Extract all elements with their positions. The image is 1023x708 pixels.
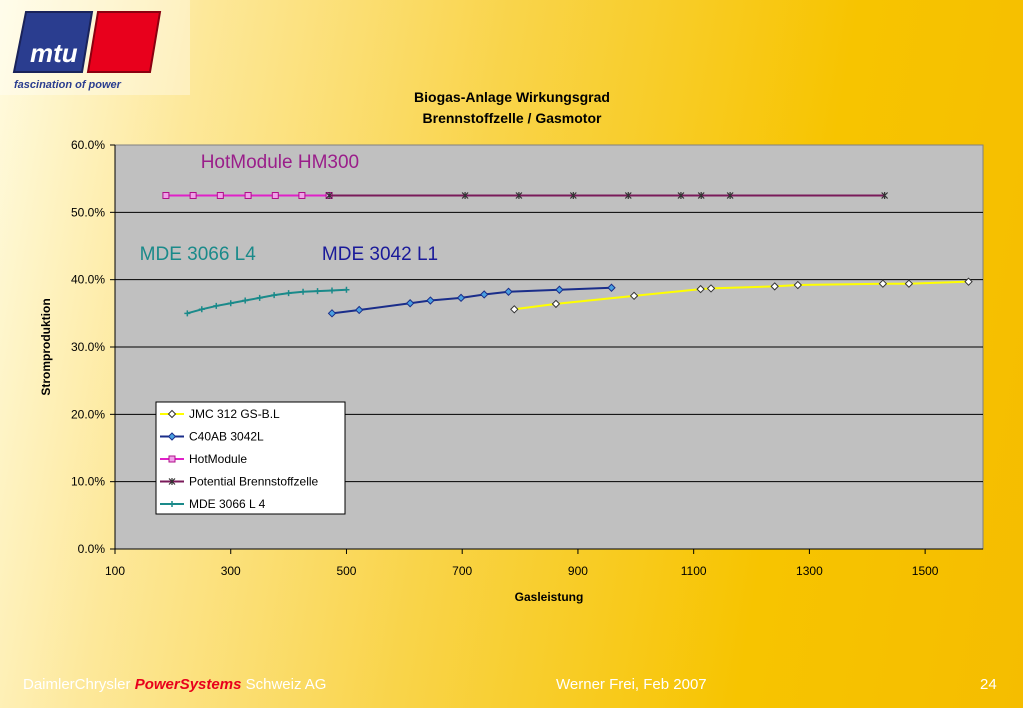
data-point [607,283,616,292]
legend-marker [169,501,175,507]
data-point [184,310,191,317]
legend-marker [167,432,177,441]
data-point [325,192,333,199]
data-point [271,192,279,199]
y-tick-label: 50.0% [71,205,105,219]
chart-annotation: HotModule HM300 [201,152,359,173]
data-point [343,286,350,293]
data-point [629,291,639,301]
data-point [569,192,577,199]
x-tick-label: 100 [105,564,125,578]
logo-tagline: fascination of power [14,79,122,91]
y-tick-label: 40.0% [71,273,105,287]
data-point [515,192,523,199]
data-point [770,282,779,291]
chart-annotation: MDE 3042 L1 [322,244,438,265]
legend-label: C40AB 3042L [189,430,264,444]
series-1 [327,283,616,318]
series-line [514,280,969,311]
data-point [504,287,513,296]
data-point [213,302,220,309]
chart-title-line: Biogas-Anlage Wirkungsgrad [414,89,610,105]
legend-label: MDE 3066 L 4 [189,497,266,511]
data-point [426,296,435,305]
series-4 [184,286,350,317]
data-point [329,287,335,294]
x-tick-label: 500 [336,564,356,578]
data-point [551,299,561,309]
y-tick-label: 0.0% [78,542,106,556]
data-point [354,305,364,315]
chart-annotation: MDE 3066 L4 [140,244,257,265]
data-point [216,192,224,199]
footer-company-brand: PowerSystems [134,676,242,693]
series-3 [325,192,889,199]
legend-label: JMC 312 GS-B.L [189,407,280,421]
data-point [479,290,489,299]
x-tick-label: 900 [568,564,588,578]
x-tick-label: 300 [221,564,241,578]
data-point [677,192,685,199]
chart-legend: JMC 312 GS-B.L C40AB 3042L HotModule Potent… [155,401,346,515]
legend-marker [168,455,176,463]
legend-marker [167,409,177,419]
x-axis-label: Gasleistung [515,590,584,604]
footer-company-suffix: Schweiz AG [245,676,327,693]
data-point [555,285,564,294]
data-point [244,192,252,199]
page-number: 24 [980,676,997,693]
data-point [227,300,234,307]
x-tick-label: 1500 [912,564,939,578]
data-point [285,290,292,297]
data-point [405,299,415,308]
y-tick-label: 30.0% [71,340,105,354]
data-point [510,305,519,314]
x-tick-label: 700 [452,564,472,578]
data-point [697,192,705,199]
data-point [461,192,469,199]
data-point [624,192,632,199]
footer-company-prefix: DaimlerChrysler [23,676,131,693]
data-point [904,279,914,288]
data-point [696,284,705,294]
y-axis-label: Stromproduktion [39,298,53,395]
x-tick-label: 1300 [796,564,823,578]
data-point [198,306,205,313]
data-point [271,292,278,299]
y-tick-label: 10.0% [71,475,105,489]
data-point [881,192,889,199]
mtu-logo: mtu fascination of power [0,0,190,95]
data-point [314,288,321,295]
data-point [242,297,249,304]
data-point [706,284,716,293]
data-point [327,309,337,318]
legend-label: Potential Brennstoffzelle [189,475,319,489]
data-point [162,192,170,199]
y-tick-label: 60.0% [71,138,105,152]
legend-box [155,401,346,515]
footer-author-date: Werner Frei, Feb 2007 [556,676,707,693]
logo-text: mtu [30,38,78,68]
data-point [256,294,263,301]
data-point [726,192,734,199]
footer-company: DaimlerChrysler PowerSystems Schweiz AG [23,676,326,693]
data-point [964,277,973,286]
data-point [878,279,888,288]
y-tick-label: 20.0% [71,407,105,421]
x-tick-label: 1100 [681,564,707,578]
chart-title-line: Brennstoffzelle / Gasmotor [423,110,602,126]
legend-label: HotModule [189,452,247,466]
data-point [298,192,306,199]
data-point [300,288,307,295]
data-point [793,280,803,290]
data-point [189,192,197,199]
series-0 [510,277,973,314]
data-point [456,293,466,303]
legend-marker [168,478,176,485]
